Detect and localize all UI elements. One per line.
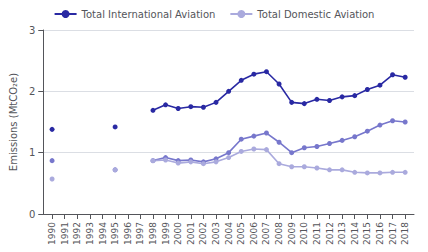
svg-text:1991: 1991: [60, 222, 70, 245]
svg-text:2006: 2006: [249, 222, 259, 245]
svg-text:2014: 2014: [350, 222, 360, 245]
svg-text:2012: 2012: [325, 222, 335, 245]
svg-text:3: 3: [29, 25, 35, 36]
svg-text:Emissions (MtCO₂e): Emissions (MtCO₂e): [8, 73, 19, 171]
svg-text:2007: 2007: [261, 222, 271, 245]
svg-text:2009: 2009: [287, 222, 297, 245]
svg-text:2013: 2013: [337, 222, 347, 245]
svg-text:2011: 2011: [312, 222, 322, 245]
svg-text:2017: 2017: [388, 222, 398, 245]
svg-text:1995: 1995: [110, 222, 120, 245]
svg-text:0: 0: [29, 209, 35, 220]
svg-text:2010: 2010: [299, 222, 309, 245]
svg-text:2005: 2005: [236, 222, 246, 245]
svg-text:Total International Aviation: Total International Aviation: [81, 9, 216, 20]
svg-text:1992: 1992: [72, 222, 82, 245]
svg-text:2000: 2000: [173, 222, 183, 245]
svg-text:1996: 1996: [123, 222, 133, 245]
svg-text:1994: 1994: [98, 222, 108, 245]
svg-text:2003: 2003: [211, 222, 221, 245]
svg-text:1993: 1993: [85, 222, 95, 245]
svg-text:1999: 1999: [161, 222, 171, 245]
svg-text:1997: 1997: [135, 222, 145, 245]
svg-text:2: 2: [29, 86, 35, 97]
svg-text:2018: 2018: [400, 222, 410, 245]
svg-text:2001: 2001: [186, 222, 196, 245]
svg-text:1: 1: [29, 147, 35, 158]
svg-text:2015: 2015: [362, 222, 372, 245]
svg-text:Total Domestic Aviation: Total Domestic Aviation: [256, 9, 374, 20]
svg-text:2002: 2002: [198, 222, 208, 245]
svg-text:2016: 2016: [375, 222, 385, 245]
svg-text:1998: 1998: [148, 222, 158, 245]
svg-text:2004: 2004: [224, 222, 234, 245]
svg-text:1990: 1990: [47, 222, 57, 245]
svg-text:2008: 2008: [274, 222, 284, 245]
